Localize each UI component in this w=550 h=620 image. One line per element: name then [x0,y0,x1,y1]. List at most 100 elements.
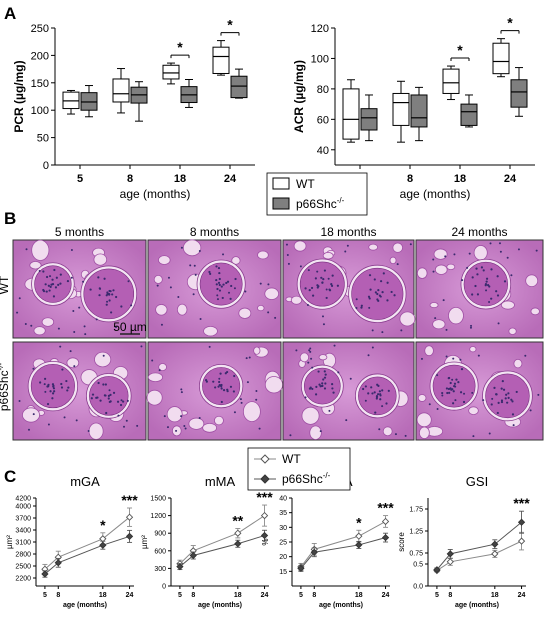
mma-point [234,529,242,537]
tubule-lumen [309,425,322,440]
nucleus [287,262,290,265]
nucleus [308,349,311,352]
nucleus [482,399,485,402]
acr-box [392,92,410,126]
fma-y-tick-label: 15 [279,569,287,576]
fma-y-tick-label: 40 [279,496,287,503]
acr-y-tick-label: 80 [317,84,329,96]
fma-point [381,533,390,542]
gsi-sig-label: *** [513,495,530,511]
legend-a-wt-swatch [272,177,290,190]
nucleus [500,387,503,390]
nucleus [404,434,407,437]
nucleus [377,384,380,387]
nucleus [346,244,349,247]
nucleus [233,411,236,414]
tubule-lumen [257,304,265,312]
legend-a: WT p66Shc-/- [266,172,368,216]
nucleus [180,388,183,391]
nucleus [52,385,55,388]
nucleus [51,278,54,281]
nucleus [367,354,370,357]
tubule-lumen [293,240,307,252]
nucleus [314,393,318,396]
legend-c-ko-label: p66Shc-/- [282,471,331,486]
mga-title: mGA [70,474,100,489]
nucleus [233,287,236,290]
nucleus [367,295,371,298]
nucleus [208,345,211,348]
nucleus [106,300,109,303]
mga-point [125,513,134,521]
tubule-lumen [264,376,284,394]
micrograph-row-label-text: WT [0,275,11,294]
fma-y-tick-label: 20 [279,554,287,561]
nucleus [316,286,319,289]
nucleus [311,294,315,297]
mma-y-tick-label: 1200 [150,513,166,520]
fma-point [355,532,363,540]
nucleus [97,276,100,279]
nucleus [32,413,35,416]
glomerulus [485,373,530,419]
nucleus [452,390,455,393]
nucleus [385,402,388,405]
nucleus [232,390,235,393]
mga-x-tick-label: 8 [56,592,60,599]
mma-point [260,531,269,540]
nucleus [460,368,464,371]
micrograph-column-label: 5 months [55,225,104,239]
nucleus [349,377,352,380]
tubule-lumen [182,239,202,257]
fma-y-tick-label: 30 [279,525,287,532]
nucleus [136,424,139,427]
mga-y-tick-label: 2200 [15,576,31,583]
nucleus [505,393,508,396]
mma-x-tick-label: 8 [191,592,195,599]
mma-x-tick-label: 18 [234,592,242,599]
nucleus [217,281,221,284]
gsi-y-tick-label: 0.5 [413,562,423,569]
nucleus [61,368,64,371]
nucleus [125,419,128,422]
nucleus [336,284,339,287]
gsi-x-tick-label: 24 [518,592,526,599]
nucleus [180,391,183,394]
nucleus [49,275,52,278]
nucleus [72,309,75,312]
nucleus [461,279,464,282]
nucleus [112,289,115,292]
pcr-sig-label: * [177,39,183,55]
nucleus [330,283,333,286]
nucleus [228,291,231,294]
nucleus [490,268,493,271]
nucleus [225,281,228,285]
nucleus [233,374,236,378]
nucleus [91,393,95,396]
nucleus [337,371,340,374]
tubule-lumen [155,304,168,316]
nucleus [369,288,372,291]
nucleus [52,295,56,298]
nucleus [51,397,54,400]
nucleus [127,280,130,283]
nucleus [198,250,201,253]
nucleus [180,246,183,249]
mma-y-tick-label: 0 [162,584,166,591]
nucleus [102,354,105,357]
micrograph-row-label-text: p66Shc [0,370,11,411]
nucleus [47,284,50,287]
nucleus [317,370,320,373]
acr-y-axis-title: ACR (µg/mg) [292,60,306,133]
pcr-box [112,78,130,103]
nucleus [323,376,327,379]
nucleus [214,386,217,389]
nucleus [502,388,506,391]
pcr-x-tick-label: 24 [224,173,237,185]
nucleus [501,380,504,383]
nucleus [512,424,515,427]
nucleus [69,350,72,353]
nucleus [371,329,374,332]
nucleus [75,419,78,422]
